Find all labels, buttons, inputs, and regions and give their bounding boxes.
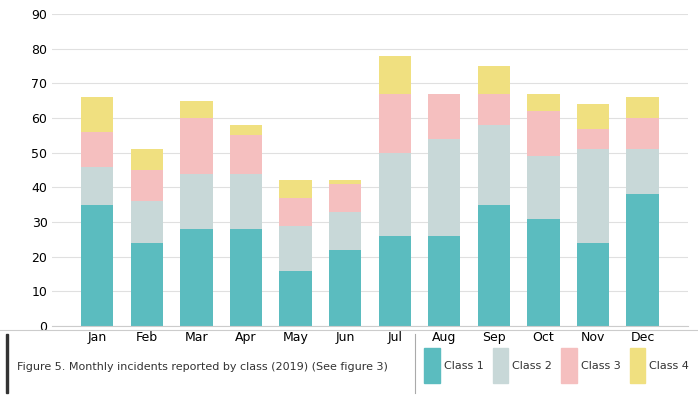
Bar <box>230 174 262 229</box>
Bar <box>131 243 163 326</box>
Bar <box>626 194 659 326</box>
Bar <box>577 149 609 243</box>
Bar <box>279 198 312 226</box>
Bar <box>81 97 114 132</box>
Bar <box>279 181 312 198</box>
Bar <box>180 229 213 326</box>
Bar <box>329 250 362 326</box>
Bar <box>180 174 213 229</box>
Bar <box>279 226 312 271</box>
Bar <box>577 104 609 128</box>
Bar <box>230 135 262 174</box>
Bar <box>477 125 510 205</box>
Bar <box>626 149 659 194</box>
Bar <box>428 139 461 236</box>
Text: Figure 5. Monthly incidents reported by class (2019) (See figure 3): Figure 5. Monthly incidents reported by … <box>17 362 388 371</box>
Bar <box>230 229 262 326</box>
Bar <box>378 153 411 236</box>
Bar <box>577 128 609 149</box>
Bar <box>527 156 560 219</box>
Bar <box>527 111 560 156</box>
Bar <box>230 125 262 135</box>
Text: Class 3: Class 3 <box>581 361 621 371</box>
Bar <box>626 118 659 149</box>
Bar <box>626 97 659 118</box>
Bar <box>477 94 510 125</box>
Bar <box>180 118 213 174</box>
Bar <box>378 236 411 326</box>
Bar <box>131 149 163 170</box>
Bar <box>477 66 510 94</box>
Bar <box>577 243 609 326</box>
Bar <box>180 101 213 118</box>
Bar <box>378 94 411 153</box>
Bar <box>428 94 461 139</box>
Bar <box>131 201 163 243</box>
Bar <box>81 132 114 166</box>
Text: Class 4: Class 4 <box>649 361 689 371</box>
Bar <box>527 94 560 111</box>
Bar <box>81 166 114 205</box>
Bar <box>477 205 510 326</box>
Bar <box>131 170 163 201</box>
Text: Class 1: Class 1 <box>444 361 484 371</box>
Text: Class 2: Class 2 <box>512 361 552 371</box>
Bar <box>329 181 362 184</box>
Bar <box>527 219 560 326</box>
Bar <box>329 212 362 250</box>
Bar <box>428 236 461 326</box>
Bar <box>378 56 411 94</box>
Bar <box>279 271 312 326</box>
Bar <box>81 205 114 326</box>
Bar <box>329 184 362 212</box>
